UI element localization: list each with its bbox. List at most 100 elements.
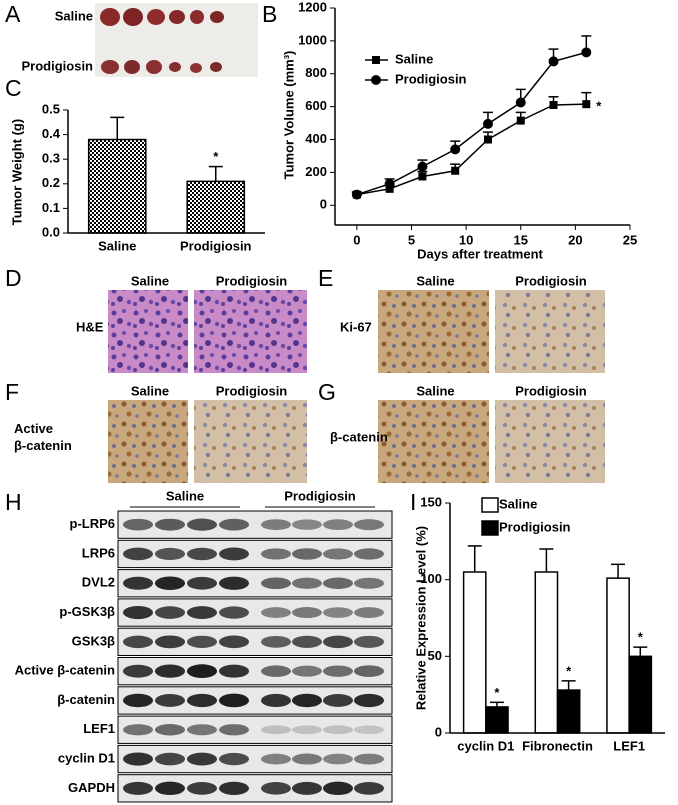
band xyxy=(354,577,384,589)
bar xyxy=(628,655,653,734)
band xyxy=(155,752,185,766)
marker xyxy=(482,118,493,129)
y-tick-label: 0 xyxy=(435,724,442,739)
panel-letter: A xyxy=(5,1,21,27)
marker xyxy=(483,135,492,144)
panel-letter: G xyxy=(318,379,336,405)
band xyxy=(187,664,217,679)
band xyxy=(292,548,322,560)
bar xyxy=(186,180,246,234)
legend-label: Saline xyxy=(499,496,537,511)
legend-label: Saline xyxy=(395,51,433,66)
band xyxy=(123,576,153,590)
row-label: Prodigiosin xyxy=(22,58,94,73)
band xyxy=(155,606,185,619)
band xyxy=(323,548,353,560)
band xyxy=(187,576,217,590)
y-tick-label: 0.4 xyxy=(42,126,61,141)
panel-letter: C xyxy=(5,75,22,101)
annotation: * xyxy=(213,149,219,164)
column-label: Prodigiosin xyxy=(216,273,288,288)
annotation: * xyxy=(566,663,572,678)
band xyxy=(323,607,353,618)
bar xyxy=(606,577,630,734)
marker xyxy=(418,172,427,181)
protein-label: β-catenin xyxy=(57,692,115,707)
x-tick-label: Prodigiosin xyxy=(180,238,252,253)
marker xyxy=(548,56,559,67)
panel-letter: E xyxy=(318,265,333,291)
band xyxy=(219,606,249,619)
band xyxy=(354,635,384,648)
band xyxy=(219,781,249,795)
marker xyxy=(417,161,428,172)
band xyxy=(219,547,249,561)
protein-label: LEF1 xyxy=(83,721,115,736)
band xyxy=(123,606,153,620)
band xyxy=(155,576,185,590)
band xyxy=(292,753,322,765)
x-tick-label: 25 xyxy=(623,232,637,247)
legend-swatch xyxy=(481,497,499,513)
protein-label: GAPDH xyxy=(68,780,115,795)
band xyxy=(261,635,291,648)
band xyxy=(292,725,322,735)
group-label: Prodigiosin xyxy=(284,488,356,503)
band xyxy=(354,665,384,677)
band xyxy=(261,753,291,765)
marker xyxy=(516,116,525,125)
y-tick-label: 50 xyxy=(428,648,442,663)
band xyxy=(292,607,322,619)
x-axis-label: Days after treatment xyxy=(417,246,543,261)
legend-swatch xyxy=(481,520,499,536)
band xyxy=(219,664,249,678)
annotation: * xyxy=(638,630,644,645)
band xyxy=(187,518,217,531)
column-label: Saline xyxy=(416,273,454,288)
annotation: * xyxy=(494,685,500,700)
band xyxy=(261,693,291,707)
y-axis-label: Tumor Volume (mm³) xyxy=(281,51,296,180)
band xyxy=(261,725,291,735)
band xyxy=(155,547,185,560)
y-axis-label: Tumor Weight (g) xyxy=(9,119,24,225)
panel-letter: I xyxy=(410,489,416,515)
legend-marker xyxy=(371,75,381,85)
stain-label: β-catenin xyxy=(330,429,388,444)
band xyxy=(187,606,217,620)
band xyxy=(123,781,153,795)
bar xyxy=(462,571,487,734)
y-tick-label: 600 xyxy=(305,98,327,113)
column-label: Prodigiosin xyxy=(515,273,587,288)
band xyxy=(261,607,291,618)
marker xyxy=(451,166,460,175)
marker xyxy=(582,100,591,109)
y-tick-label: 0.1 xyxy=(42,200,60,215)
band xyxy=(323,725,353,735)
panel-letter: H xyxy=(5,489,22,515)
protein-label: Active β-catenin xyxy=(15,663,115,678)
micrograph xyxy=(378,400,489,483)
band xyxy=(123,724,153,736)
y-tick-label: 800 xyxy=(305,65,327,80)
column-label: Prodigiosin xyxy=(515,383,587,398)
band xyxy=(155,518,185,531)
band xyxy=(219,576,249,590)
protein-label: cyclin D1 xyxy=(58,750,115,765)
marker xyxy=(549,100,558,109)
y-tick-label: 150 xyxy=(420,494,442,509)
band xyxy=(219,635,249,649)
band xyxy=(187,724,217,736)
band xyxy=(292,693,322,708)
band xyxy=(187,781,217,795)
band xyxy=(354,607,384,618)
stain-label: Ki-67 xyxy=(340,319,372,334)
protein-label: p-LRP6 xyxy=(70,516,116,531)
y-tick-label: 0.3 xyxy=(42,151,60,166)
band xyxy=(323,781,353,796)
band xyxy=(123,547,153,561)
band xyxy=(261,519,291,531)
band xyxy=(219,693,249,708)
x-tick-label: 15 xyxy=(514,232,528,247)
series-line xyxy=(356,51,587,196)
